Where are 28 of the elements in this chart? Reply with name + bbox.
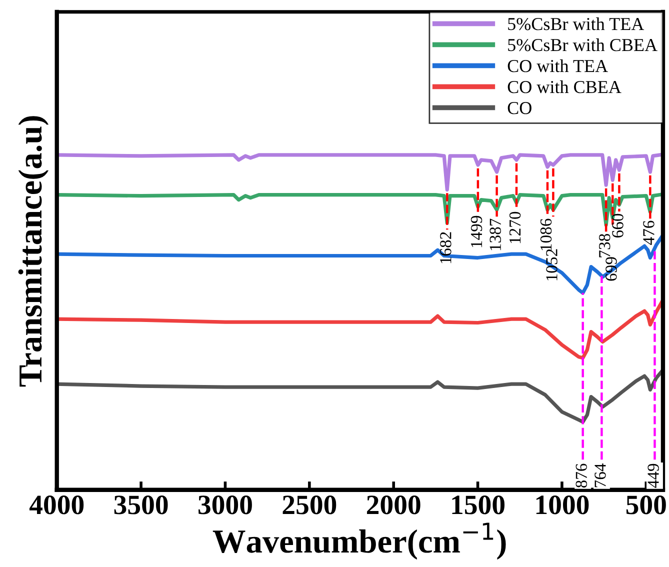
legend-label: CO with CBEA [508, 80, 622, 94]
ref-line-label: 738 [598, 234, 610, 258]
y-axis-title: Transmittance(a.u) [18, 116, 49, 387]
x-tick-label: 4000 [29, 496, 84, 514]
legend-label: 5%CsBr with CBEA [508, 38, 658, 52]
ref-line-label: 699 [606, 257, 617, 281]
ref-line-label: 1270 [509, 212, 521, 244]
ref-line-label: 660 [612, 214, 624, 238]
x-tick-label: 1000 [536, 496, 589, 514]
ref-line-label: 1682 [440, 232, 452, 264]
ref-line-label: 1086 [540, 218, 552, 250]
x-tick-label: 3000 [198, 496, 252, 514]
ref-line-label: 1052 [546, 249, 558, 280]
legend-label: 5%CsBr with TEA [508, 17, 644, 30]
x-tick-label: 2000 [366, 496, 420, 514]
legend-label: CO with TEA [508, 59, 608, 72]
ref-line-label: 764 [594, 463, 606, 488]
x-tick-label: 3500 [114, 496, 168, 514]
ref-line-label: 449 [648, 464, 659, 488]
x-tick-label: 500 [626, 496, 666, 514]
x-tick-label: 2500 [282, 496, 336, 514]
legend-label: CO [508, 102, 532, 114]
ref-line-label: 476 [643, 220, 654, 245]
ref-line-label: 1387 [490, 218, 501, 250]
x-axis-title: Wavenumber(cm$^{−1}$) [212, 522, 506, 560]
ref-line-label: 876 [576, 464, 588, 488]
ref-line-label: 1499 [470, 216, 482, 248]
x-tick-label: 1500 [452, 496, 504, 514]
